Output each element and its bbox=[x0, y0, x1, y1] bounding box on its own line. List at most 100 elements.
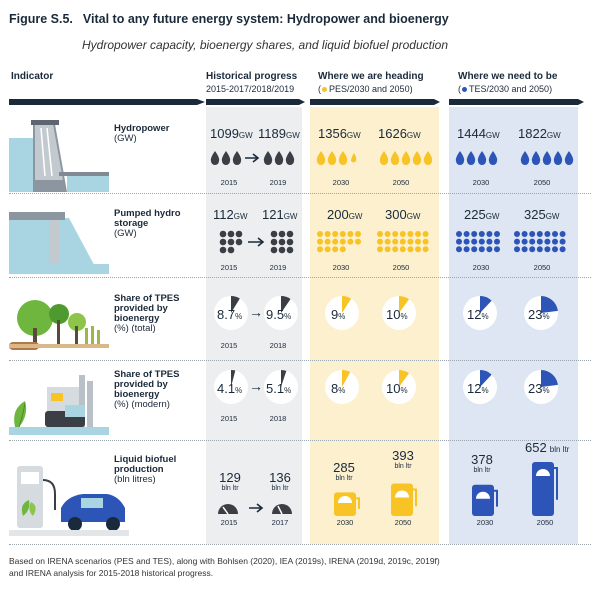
capacity-dot bbox=[415, 246, 421, 253]
capacity-dot bbox=[392, 246, 399, 253]
value-unit: bln ltr bbox=[394, 463, 412, 470]
drop-icons-hydro-pes bbox=[316, 151, 433, 165]
year-label: 2030 bbox=[472, 178, 490, 187]
heading-header: Where we are heading bbox=[318, 71, 424, 82]
capacity-dot bbox=[536, 231, 543, 237]
capacity-dot bbox=[235, 230, 243, 238]
value-number: 12 bbox=[467, 307, 482, 322]
capacity-dot bbox=[415, 238, 421, 245]
year-label: 2015 bbox=[220, 414, 238, 423]
value-pumped-2019: 121GW bbox=[262, 207, 297, 222]
capacity-dot bbox=[270, 230, 278, 238]
capacity-dot bbox=[536, 238, 543, 245]
row-label-text: Share of TPES provided by bioenergy bbox=[114, 293, 180, 324]
capacity-dot bbox=[339, 231, 346, 237]
value-number: 1626 bbox=[378, 126, 407, 141]
value-unit: bln ltr bbox=[473, 467, 491, 474]
capacity-dot bbox=[377, 246, 383, 253]
value-number: 112 bbox=[213, 207, 234, 222]
capacity-dot bbox=[529, 238, 536, 245]
value-pumped-tes-2050: 325GW bbox=[524, 207, 559, 222]
value-number: 1189 bbox=[258, 126, 286, 141]
value-bio-total-2018: 9.5% bbox=[266, 307, 291, 322]
capacity-dot bbox=[270, 246, 278, 254]
drop-icon bbox=[564, 151, 574, 165]
footnote-line-1: Based on IRENA scenarios (PES and TES), … bbox=[9, 556, 440, 566]
pie-share-slice bbox=[541, 370, 558, 387]
capacity-dot bbox=[494, 231, 500, 237]
capacity-dot bbox=[286, 246, 294, 254]
capacity-dot bbox=[471, 231, 478, 237]
capacity-dot bbox=[536, 246, 543, 253]
share-pie-bio-modern-tes-2030 bbox=[463, 370, 497, 404]
value-unit: % bbox=[235, 386, 243, 395]
capacity-dot bbox=[544, 246, 551, 253]
year-label: 2019 bbox=[269, 178, 287, 187]
capacity-dot bbox=[463, 238, 470, 245]
fuel-pump-gauge bbox=[536, 469, 550, 476]
capacity-dot bbox=[317, 231, 323, 237]
value-unit: GW bbox=[406, 131, 421, 140]
capacity-dot bbox=[486, 238, 493, 245]
fuel-pump-icon-pes-2050 bbox=[391, 483, 417, 516]
row-divider bbox=[9, 193, 591, 194]
value-unit: GW bbox=[285, 131, 300, 140]
year-label: 2050 bbox=[392, 178, 410, 187]
pie-share-slice bbox=[281, 370, 287, 387]
row-unit-text: (GW) bbox=[114, 133, 137, 144]
capacity-dot bbox=[529, 231, 536, 237]
capacity-dot bbox=[463, 246, 470, 253]
drop-icon bbox=[263, 151, 273, 165]
drop-icon bbox=[520, 151, 530, 165]
capacity-dot bbox=[347, 231, 354, 237]
value-number: 23 bbox=[528, 381, 543, 396]
value-number: 200 bbox=[327, 207, 349, 222]
capacity-dot bbox=[494, 238, 500, 245]
arrow-icon bbox=[245, 153, 260, 163]
biofuel-car-icon bbox=[9, 466, 129, 536]
value-biofuel-2015: 129 bln ltr bbox=[218, 470, 242, 493]
pie-share-slice bbox=[399, 370, 409, 387]
value-bio-modern-pes-2050: 10% bbox=[386, 381, 408, 396]
value-biofuel-2017: 136 bln ltr bbox=[268, 470, 292, 493]
value-number: 225 bbox=[464, 207, 486, 222]
capacity-dot bbox=[559, 246, 566, 253]
drop-icon bbox=[455, 151, 465, 165]
share-pie-bio-total-tes-2050 bbox=[524, 296, 558, 330]
value-number: 1444 bbox=[457, 126, 486, 141]
fuel-pump-icon-pes-2030 bbox=[334, 492, 360, 516]
arrow-icon: → bbox=[249, 378, 263, 394]
row-unit-text: (%) (total) bbox=[114, 323, 156, 334]
value-number: 12 bbox=[467, 381, 482, 396]
gauge-icon bbox=[218, 504, 238, 514]
need-subheader-open: ( bbox=[458, 84, 461, 94]
value-hydro-tes-2030: 1444GW bbox=[457, 126, 500, 141]
share-pie-bio-modern-2018 bbox=[264, 370, 298, 404]
capacity-dot bbox=[317, 246, 323, 253]
gauge-icons-biofuel-historical bbox=[218, 503, 292, 515]
value-number: 129 bbox=[219, 470, 241, 485]
row-label-text: Liquid biofuel production bbox=[114, 454, 177, 475]
capacity-dot bbox=[514, 238, 520, 245]
value-number: 23 bbox=[528, 307, 543, 322]
value-unit: % bbox=[400, 312, 408, 321]
header-underline-bars bbox=[9, 99, 584, 105]
row-label-text: Share of TPES provided by bioenergy bbox=[114, 369, 180, 400]
capacity-dot bbox=[486, 231, 493, 237]
pes-dot-icon bbox=[322, 86, 327, 92]
capacity-dot bbox=[552, 238, 558, 245]
capacity-dot bbox=[399, 238, 406, 245]
year-label: 2030 bbox=[472, 263, 490, 272]
year-label: 2050 bbox=[533, 263, 551, 272]
value-number: 325 bbox=[524, 207, 546, 222]
value-unit: % bbox=[542, 386, 550, 395]
value-hydro-2019: 1189GW bbox=[258, 126, 300, 141]
gauge-icon bbox=[272, 504, 292, 514]
drop-icon bbox=[210, 151, 220, 165]
capacity-dot bbox=[384, 238, 391, 245]
capacity-dot bbox=[415, 231, 421, 237]
value-number: 9.5 bbox=[266, 307, 285, 322]
capacity-dot bbox=[219, 230, 227, 238]
fuel-pump-gauge bbox=[395, 490, 409, 498]
value-unit: GW bbox=[348, 212, 363, 221]
